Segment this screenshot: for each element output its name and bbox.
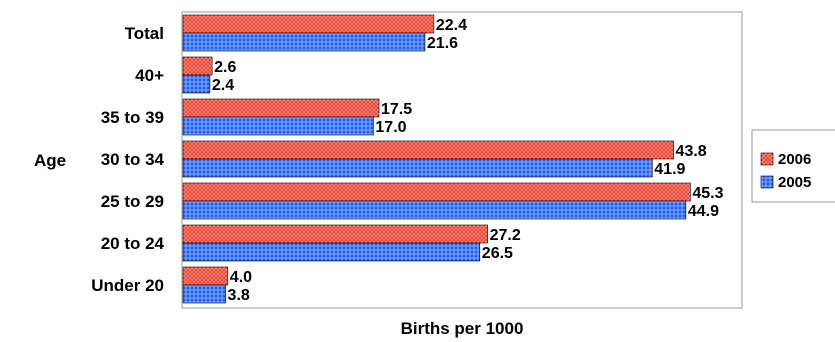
bar-2005-25-to-29 <box>182 200 687 220</box>
category-label-40: 40+ <box>135 66 164 85</box>
value-label-2006-20-to-24: 27.2 <box>490 227 521 244</box>
bar-2006-35-to-39 <box>182 98 380 118</box>
value-label-2005-total: 21.6 <box>427 35 458 52</box>
value-label-2006-under-20: 4.0 <box>230 269 252 286</box>
legend-swatch-2005 <box>760 175 774 189</box>
value-label-2006-35-to-39: 17.5 <box>381 101 412 118</box>
value-label-2005-20-to-24: 26.5 <box>482 245 513 262</box>
category-label-layer: Total 40+ 35 to 39 30 to 34 25 to 29 20 to 24… <box>91 24 164 295</box>
value-label-2006-total: 22.4 <box>436 17 467 34</box>
value-label-2006-30-to-34: 43.8 <box>676 143 707 160</box>
bar-layer <box>182 14 691 304</box>
value-label-2005-under-20: 3.8 <box>228 287 250 304</box>
value-label-2005-40: 2.4 <box>212 77 234 94</box>
x-axis-title: Births per 1000 <box>401 319 524 338</box>
bar-2006-25-to-29 <box>182 182 691 202</box>
category-label-25-to-29: 25 to 29 <box>101 192 164 211</box>
bar-2006-under-20 <box>182 266 229 286</box>
bar-2006-total <box>182 14 435 34</box>
category-label-20-to-24: 20 to 24 <box>101 234 165 253</box>
bar-2006-40 <box>182 56 213 76</box>
bar-2005-under-20 <box>182 284 226 304</box>
bar-2006-20-to-24 <box>182 224 488 244</box>
y-axis-title: Age <box>34 151 66 170</box>
category-label-total: Total <box>125 24 164 43</box>
bar-2006-30-to-34 <box>182 140 674 160</box>
bar-2005-35-to-39 <box>182 116 374 136</box>
value-label-2005-25-to-29: 44.9 <box>688 203 719 220</box>
category-label-under-20: Under 20 <box>91 276 164 295</box>
bar-2005-total <box>182 32 426 52</box>
category-label-35-to-39: 35 to 39 <box>101 108 164 127</box>
bar-2005-30-to-34 <box>182 158 653 178</box>
bar-2005-20-to-24 <box>182 242 481 262</box>
legend-box <box>751 129 835 203</box>
value-label-2006-40: 2.6 <box>214 59 236 76</box>
value-label-layer: 22.421.6 2.62.4 17.517.0 43.841.9 45.344.9 27… <box>212 17 724 304</box>
value-label-2005-30-to-34: 41.9 <box>654 161 685 178</box>
legend-label-2005: 2005 <box>778 174 811 191</box>
legend-label-2006: 2006 <box>778 151 811 168</box>
legend-swatch-2006 <box>760 152 774 166</box>
legend: 2006 2005 <box>751 129 835 203</box>
bar-2005-40 <box>182 74 211 94</box>
value-label-2006-25-to-29: 45.3 <box>692 185 723 202</box>
value-label-2005-35-to-39: 17.0 <box>375 119 406 136</box>
category-label-30-to-34: 30 to 34 <box>101 150 165 169</box>
